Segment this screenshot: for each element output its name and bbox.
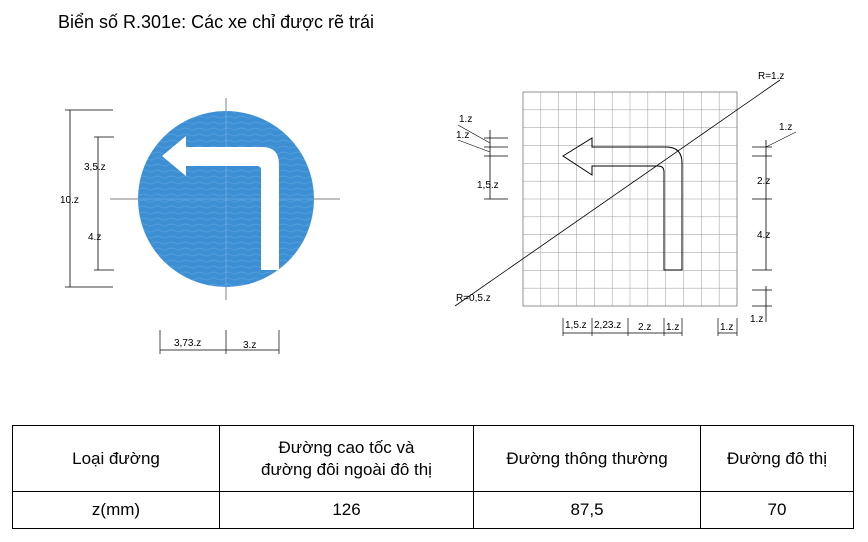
- right-dim-2: 2.z: [757, 176, 770, 187]
- table-cell: 70: [700, 491, 854, 529]
- arrow-outline-icon: [562, 137, 683, 271]
- header-cell: Đường thông thường: [473, 425, 701, 492]
- left-sign: 10.z 3,5.z 4.z 3,73.z 3.z: [60, 98, 340, 354]
- right-dim-4: 1.z: [750, 314, 763, 325]
- right-grid-drawing: R=1.z R=0,5.z 1.z 1.z 1,5.z 1.z 2.z 4.z …: [454, 71, 797, 336]
- page-title: Biển số R.301e: Các xe chỉ được rẽ trái: [58, 12, 374, 32]
- bottom-dim-3: 2.z: [638, 322, 651, 333]
- bottom-dim-2: 2,23.z: [594, 320, 621, 331]
- table-row: z(mm) 126 87,5 70: [12, 491, 854, 529]
- bottom-dim-1: 1,5.z: [565, 320, 587, 331]
- left-dim-3: 1,5.z: [477, 180, 499, 191]
- dim-lower-label: 4.z: [88, 232, 101, 243]
- radius-inner-label: R=0,5.z: [456, 293, 491, 304]
- radius-outer-label: R=1.z: [758, 71, 784, 82]
- turn-left-arrow-icon: [162, 136, 279, 270]
- grid-lines: [522, 91, 738, 307]
- dim-width-left-label: 3,73.z: [174, 338, 201, 349]
- header-cell: Loại đường: [12, 425, 220, 492]
- table-cell: z(mm): [12, 491, 220, 529]
- header-cell: Đường đô thị: [700, 425, 854, 492]
- right-dim-3: 4.z: [757, 230, 770, 241]
- left-dim-2: 1.z: [456, 130, 469, 141]
- table-cell: 87,5: [473, 491, 701, 529]
- dim-width-right-label: 3.z: [243, 340, 256, 351]
- spec-table: Loại đường Đường cao tốc và đường đôi ngo…: [12, 425, 854, 529]
- right-dim-1: 1.z: [779, 122, 792, 133]
- sign-diagram: 10.z 3,5.z 4.z 3,73.z 3.z R=1.z R=0,5.z …: [60, 71, 797, 354]
- left-dim-1: 1.z: [459, 114, 472, 125]
- table-header-row: Loại đường Đường cao tốc và đường đôi ngo…: [12, 425, 854, 492]
- table-cell: 126: [219, 491, 474, 529]
- dim-upper-label: 3,5.z: [84, 162, 106, 173]
- bottom-dim-5: 1.z: [720, 322, 733, 333]
- dim-total-label: 10.z: [60, 195, 79, 206]
- header-cell: Đường cao tốc và đường đôi ngoài đô thị: [219, 425, 474, 492]
- bottom-dim-4: 1.z: [666, 322, 679, 333]
